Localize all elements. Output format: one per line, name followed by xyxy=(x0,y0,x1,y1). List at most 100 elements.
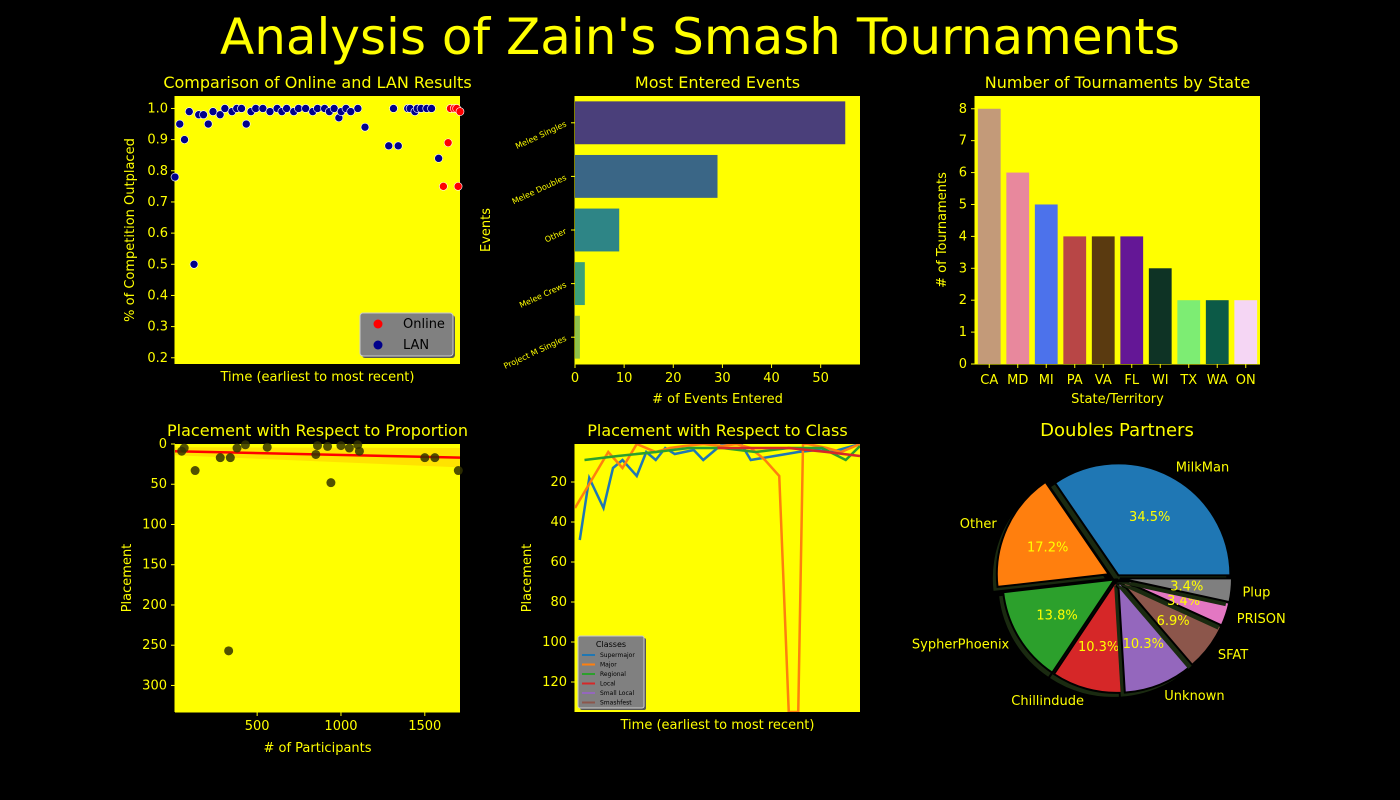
lan-point xyxy=(170,172,180,182)
pie-slice xyxy=(1119,577,1233,604)
events-xtick-label: 0 xyxy=(571,371,579,386)
lan-point xyxy=(265,107,275,116)
event-bar xyxy=(575,101,846,145)
event-label: Other xyxy=(543,226,568,244)
class-xlabel: Time (earliest to most recent) xyxy=(620,718,815,733)
state-bar xyxy=(1234,300,1258,364)
events-xtick-label: 30 xyxy=(714,371,731,386)
pie-pct-label: 10.3% xyxy=(1123,637,1164,652)
pie-pct-label: 6.9% xyxy=(1157,614,1190,629)
pie-label: SypherPhoenix xyxy=(912,638,1010,653)
class-ytick-label: 80 xyxy=(550,595,567,610)
pie-pct-label: 3.4% xyxy=(1170,579,1203,594)
state-label: TX xyxy=(1179,373,1197,388)
states-ylabel: # of Tournaments xyxy=(935,172,950,288)
class-ytick-label: 20 xyxy=(550,475,567,490)
class-ytick-label: 40 xyxy=(550,515,567,530)
lan-point xyxy=(353,104,363,113)
class-ytick-label: 100 xyxy=(542,635,567,650)
pie-label: Plup xyxy=(1242,585,1270,600)
placement-point xyxy=(354,446,364,456)
lan-point xyxy=(360,122,370,132)
lan-point xyxy=(282,104,291,113)
states-ytick-label: 0 xyxy=(959,357,967,372)
states-ytick-label: 4 xyxy=(959,229,967,244)
online-point xyxy=(443,138,453,148)
class-legend-label: Supermajor xyxy=(600,652,635,659)
state-bar xyxy=(1034,204,1058,364)
lan-point xyxy=(175,119,185,129)
lan-point xyxy=(384,141,394,151)
events-xtick-label: 20 xyxy=(665,371,682,386)
online-point xyxy=(453,182,463,191)
proportion-title: Placement with Respect to Proportion xyxy=(167,421,468,440)
state-bar xyxy=(977,108,1001,364)
lan-point xyxy=(427,104,436,113)
lan-point xyxy=(189,259,199,269)
pie-label: Other xyxy=(960,517,998,532)
event-label: Melee Doubles xyxy=(511,173,568,206)
state-bar xyxy=(1148,268,1172,364)
class-title: Placement with Respect to Class xyxy=(587,421,847,440)
legend-label: Online xyxy=(403,317,445,332)
pie-label: Unknown xyxy=(1164,689,1224,704)
states-xlabel: State/Territory xyxy=(1071,392,1164,407)
events-xtick-label: 50 xyxy=(812,371,829,386)
states-ytick-label: 8 xyxy=(959,102,967,117)
online-lan-xlabel: Time (earliest to most recent) xyxy=(220,370,415,385)
pie-pct-label: 34.5% xyxy=(1129,510,1170,525)
pie-label: Chillindude xyxy=(1011,694,1084,709)
lan-point xyxy=(237,104,246,113)
state-label: WA xyxy=(1207,373,1228,388)
lan-point xyxy=(251,104,261,113)
class-legend-label: Local xyxy=(600,681,616,688)
online-lan-ytick-label: 0.3 xyxy=(147,320,168,335)
event-bar xyxy=(575,154,718,198)
states-ytick-label: 1 xyxy=(959,325,967,340)
proportion-ytick-label: 50 xyxy=(150,477,167,492)
states-ytick-label: 2 xyxy=(959,293,967,308)
proportion-ylabel: Placement xyxy=(120,544,135,613)
lan-point xyxy=(199,110,208,119)
class-legend-label: Regional xyxy=(600,671,626,678)
proportion-ytick-label: 150 xyxy=(142,558,167,573)
proportion-ytick-label: 250 xyxy=(142,638,167,653)
event-bar xyxy=(575,208,620,252)
state-label: CA xyxy=(980,373,998,388)
events-xlabel: # of Events Entered xyxy=(652,392,783,407)
pie-title: Doubles Partners xyxy=(1040,420,1194,441)
pie-pct-label: 10.3% xyxy=(1078,640,1119,655)
state-label: ON xyxy=(1236,373,1256,388)
event-bar xyxy=(575,262,585,306)
state-bar xyxy=(1120,236,1144,364)
placement-point xyxy=(215,453,225,463)
states-title: Number of Tournaments by State xyxy=(985,73,1250,92)
lan-point xyxy=(220,104,230,113)
class-legend-label: Smashfest xyxy=(600,700,632,707)
lan-point xyxy=(313,104,322,113)
state-bar xyxy=(1063,236,1087,364)
events-ylabel: Events xyxy=(479,208,494,252)
lan-point xyxy=(184,107,194,116)
proportion-ytick-label: 300 xyxy=(142,678,167,693)
online-lan-ylabel: % of Competition Outplaced xyxy=(123,138,138,322)
events-xtick-label: 10 xyxy=(616,371,633,386)
placement-point xyxy=(323,441,333,451)
class-ytick-label: 120 xyxy=(542,675,567,690)
lan-point xyxy=(294,104,303,113)
state-label: MI xyxy=(1039,373,1054,388)
state-label: WI xyxy=(1152,373,1169,388)
state-bar xyxy=(1205,300,1229,364)
online-lan-ytick-label: 0.6 xyxy=(147,226,168,241)
proportion-xtick-label: 1000 xyxy=(324,719,357,734)
page-title: Analysis of Zain's Smash Tournaments xyxy=(219,8,1180,66)
lan-point xyxy=(434,154,443,163)
lan-point xyxy=(241,119,251,129)
state-label: PA xyxy=(1067,373,1083,388)
lan-point xyxy=(180,135,189,144)
lan-point xyxy=(301,104,310,113)
online-lan-ytick-label: 0.4 xyxy=(147,288,168,303)
proportion-ytick-label: 200 xyxy=(142,598,167,613)
states-ytick-label: 5 xyxy=(959,197,967,212)
online-lan-title: Comparison of Online and LAN Results xyxy=(163,73,471,92)
